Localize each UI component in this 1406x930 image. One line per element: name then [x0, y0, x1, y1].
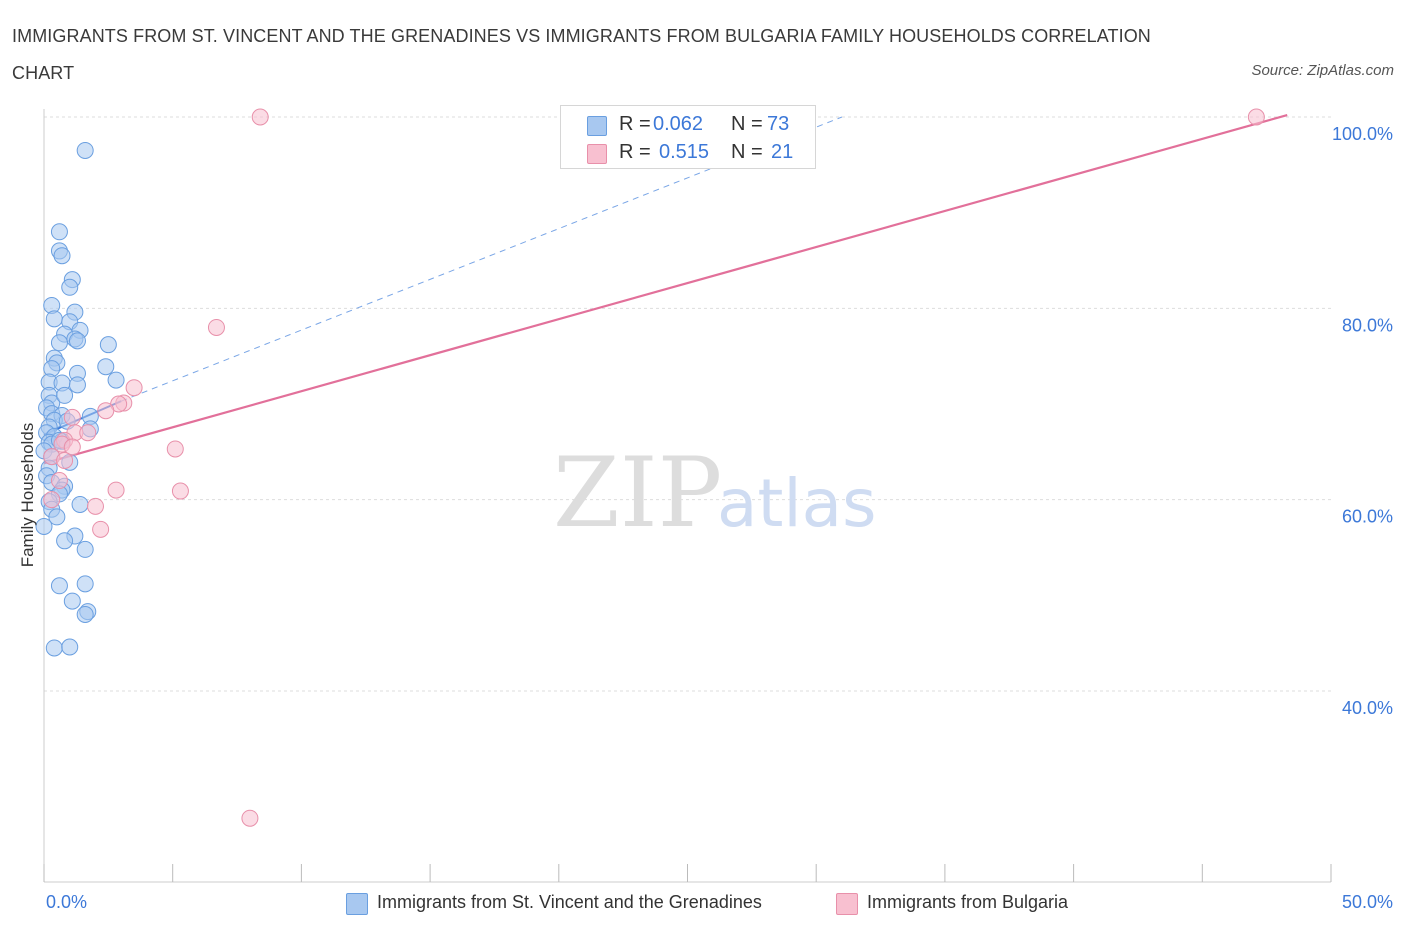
- point-vincent: [107, 371, 125, 389]
- point-vincent: [76, 540, 94, 558]
- stats-legend-row-vincent: R = 0.062 N = 73: [561, 110, 815, 138]
- point-bulgaria: [251, 108, 269, 126]
- r-label: R =: [619, 141, 651, 163]
- point-bulgaria: [79, 424, 97, 442]
- legend-label-bulgaria: Immigrants from Bulgaria: [867, 892, 1069, 912]
- legend-swatch-bulgaria: [836, 893, 858, 915]
- point-vincent: [68, 332, 86, 350]
- r-label: R =: [619, 113, 651, 135]
- legend-label-vincent: Immigrants from St. Vincent and the Gren…: [377, 892, 762, 912]
- point-bulgaria: [107, 481, 125, 499]
- point-vincent: [45, 639, 63, 657]
- point-vincent: [63, 592, 81, 610]
- y-axis-label-group: Family Households: [18, 423, 37, 568]
- point-bulgaria: [1247, 108, 1265, 126]
- point-vincent: [35, 517, 53, 535]
- point-vincent: [76, 605, 94, 623]
- grid-lines: [44, 116, 1331, 692]
- point-bulgaria: [50, 472, 68, 490]
- series-legend: Immigrants from St. Vincent and the Gren…: [0, 888, 1406, 916]
- point-vincent: [61, 278, 79, 296]
- point-vincent: [97, 358, 115, 376]
- point-vincent: [76, 141, 94, 159]
- trend-line-bulgaria: [43, 114, 1288, 465]
- point-bulgaria: [56, 451, 74, 469]
- y-tick-label: 100.0%: [1332, 124, 1393, 144]
- n-label: N =: [731, 113, 763, 135]
- point-bulgaria: [166, 440, 184, 458]
- point-bulgaria: [171, 482, 189, 500]
- source-label: Source: ZipAtlas.com: [1251, 62, 1394, 79]
- point-vincent: [61, 638, 79, 656]
- tick-labels: 40.0% 60.0% 80.0% 100.0% 0.0% 50.0%: [46, 124, 1393, 912]
- stats-legend: R = 0.062 N = 73 R = 0.515 N = 21: [560, 105, 816, 169]
- point-bulgaria: [63, 408, 81, 426]
- n-value-vincent: 73: [767, 113, 790, 135]
- stats-legend-row-bulgaria: R = 0.515 N = 21: [561, 138, 815, 166]
- trend-line-vincent-extension: [121, 116, 843, 402]
- point-vincent: [50, 334, 68, 352]
- point-vincent: [50, 223, 68, 241]
- x-tick-label: 0.0%: [46, 892, 87, 912]
- point-vincent: [56, 532, 74, 550]
- data-points: [35, 108, 1265, 827]
- legend-swatch-bulgaria: [587, 144, 607, 164]
- point-vincent: [99, 336, 117, 354]
- point-bulgaria: [207, 318, 225, 336]
- y-tick-label: 60.0%: [1342, 507, 1393, 527]
- point-bulgaria: [86, 497, 104, 515]
- point-bulgaria: [63, 438, 81, 456]
- legend-swatch-vincent: [346, 893, 368, 915]
- n-label: N =: [731, 141, 763, 163]
- x-tick-label: 50.0%: [1342, 892, 1393, 912]
- point-vincent: [76, 575, 94, 593]
- y-tick-label: 80.0%: [1342, 315, 1393, 335]
- point-bulgaria: [97, 402, 115, 420]
- chart-title: IMMIGRANTS FROM ST. VINCENT AND THE GREN…: [12, 26, 1151, 83]
- point-bulgaria: [92, 520, 110, 538]
- point-vincent: [71, 495, 89, 513]
- y-tick-label: 40.0%: [1342, 698, 1393, 718]
- legend-swatch-vincent: [587, 116, 607, 136]
- point-vincent: [50, 577, 68, 595]
- watermark-zip: ZIP: [553, 437, 722, 549]
- point-bulgaria: [43, 491, 61, 509]
- r-value-vincent: 0.062: [653, 113, 704, 135]
- point-bulgaria: [241, 809, 259, 827]
- point-vincent: [56, 386, 74, 404]
- y-axis-label: Family Households: [18, 423, 37, 568]
- point-vincent: [48, 508, 66, 526]
- watermark-atlas: atlas: [717, 465, 877, 542]
- point-vincent: [68, 376, 86, 394]
- n-value-bulgaria: 21: [771, 141, 794, 163]
- point-vincent: [53, 247, 71, 265]
- point-vincent: [45, 310, 63, 328]
- r-value-bulgaria: 0.515: [659, 141, 710, 163]
- point-bulgaria: [125, 379, 143, 397]
